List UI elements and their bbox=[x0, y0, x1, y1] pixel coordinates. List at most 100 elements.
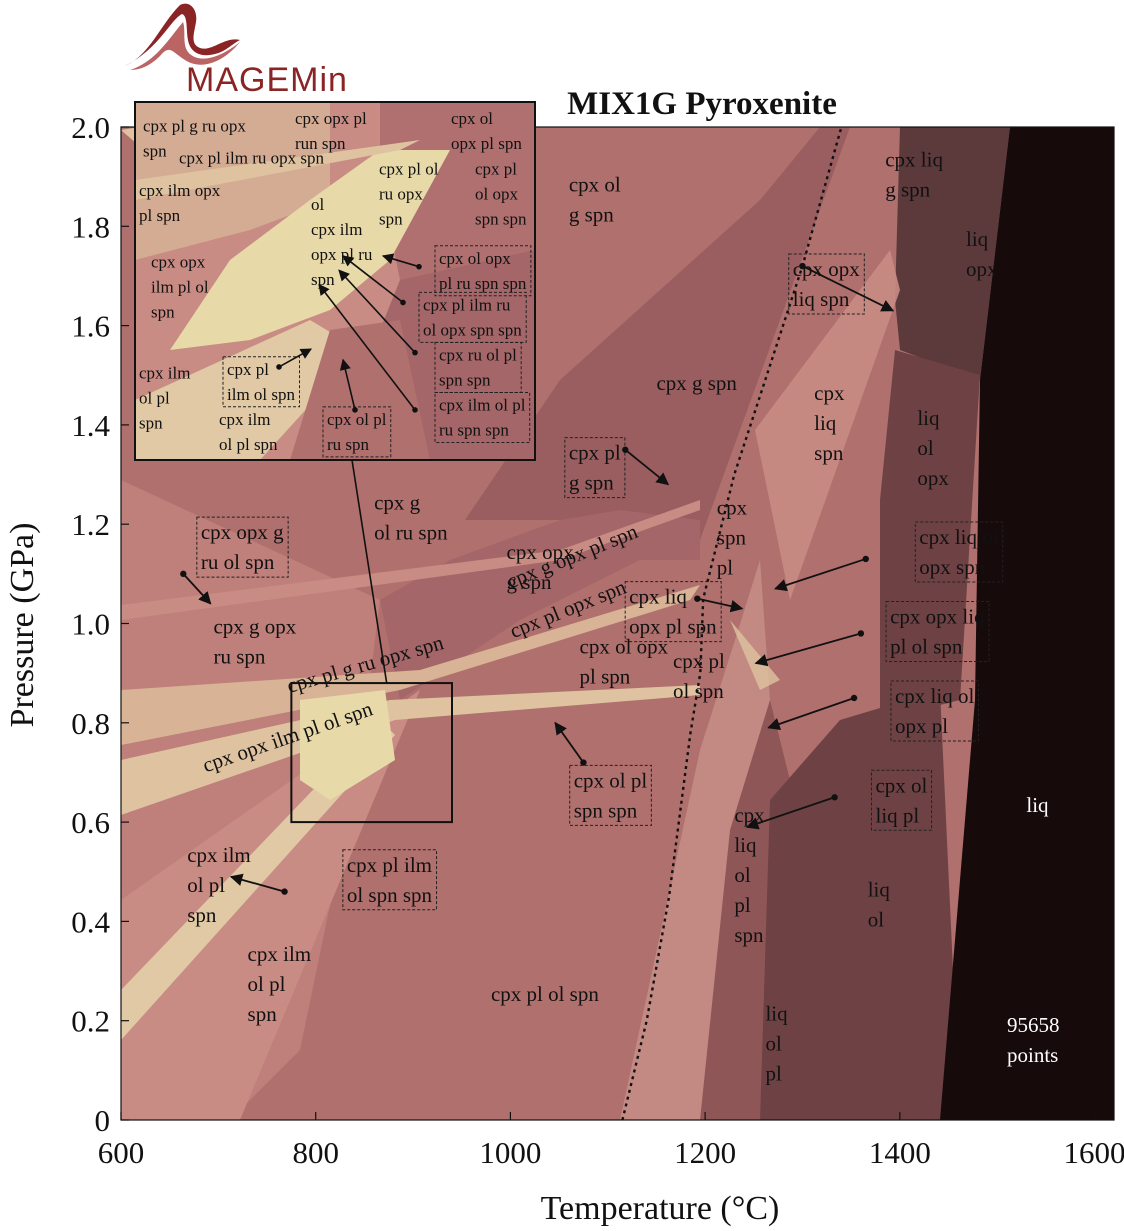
inset-arrows bbox=[276, 253, 422, 413]
label-line: pl ol spn bbox=[890, 635, 963, 659]
label-line: spn bbox=[143, 141, 167, 160]
magemin-logo: MAGEMin bbox=[125, 3, 347, 99]
field-label-cpx-pl-g-spn: cpx pl g spn bbox=[564, 437, 626, 499]
label-line: spn bbox=[151, 302, 175, 321]
label-line: cpx opx bbox=[507, 540, 575, 564]
x-tick-label: 1000 bbox=[479, 1135, 541, 1170]
label-line: cpx opx bbox=[151, 252, 206, 271]
region-liq-ol-opx bbox=[880, 350, 980, 720]
label-line: cpx ilm bbox=[187, 843, 251, 867]
x-axis-ticks: 600 800 1000 1200 1400 1600 bbox=[98, 1112, 1124, 1170]
field-label-cpx-pl-g-spn-text: cpx pl g spn bbox=[569, 441, 621, 495]
label-line: ol pl bbox=[139, 388, 170, 407]
label-line: cpx ilm bbox=[248, 942, 312, 966]
field-label-liq-ol: liq ol bbox=[868, 878, 891, 932]
inset-label-cpx-opx-ilm-pl-ol-spn: cpx opx ilm pl ol spn bbox=[151, 252, 209, 321]
label-line: spn bbox=[187, 903, 217, 927]
inset-label-cpx-pl-ilm-ru-ol-opx-spn-spn-text: cpx pl ilm ru ol opx spn spn bbox=[423, 295, 522, 339]
field-label-cpx-liq-ol-opx-spn-text: cpx liq ol opx spn bbox=[919, 525, 998, 579]
label-line: spn bbox=[248, 1002, 278, 1026]
label-arrows bbox=[180, 262, 895, 895]
x-tick-label: 1400 bbox=[869, 1135, 931, 1170]
label-line: liq bbox=[814, 411, 837, 435]
label-line: opx bbox=[917, 466, 949, 490]
label-line: ru spn spn bbox=[439, 421, 509, 440]
inset-pointer-arrow bbox=[381, 253, 420, 268]
field-label-cpx-opx-liq-pl-ol-spn-text: cpx opx liq pl ol spn bbox=[890, 605, 985, 659]
pointer-arrow bbox=[697, 597, 744, 613]
y-tick-label: 2.0 bbox=[71, 110, 110, 145]
inset-region-cream-main bbox=[170, 150, 450, 350]
inset-connector-line bbox=[351, 459, 388, 684]
inset-label-cpx-pl-ilm-ru-ol-opx-spn-spn: cpx pl ilm ru ol opx spn spn bbox=[418, 291, 527, 343]
label-line: cpx ilm bbox=[219, 410, 270, 429]
inset-label-cpx-pl-ol-opx-spn-spn: cpx pl ol opx spn spn bbox=[475, 159, 527, 228]
solidus-line bbox=[621, 126, 843, 1121]
label-line: spn bbox=[311, 270, 335, 289]
label-line: cpx pl ilm ru bbox=[423, 295, 511, 314]
x-axis-title: Temperature (°C) bbox=[541, 1190, 780, 1227]
region-liq-opx bbox=[895, 127, 1010, 380]
y-axis-ticks: 0 0.2 0.4 0.6 0.8 1.0 1.2 1.4 1.6 1.8 2.0 bbox=[71, 110, 129, 1138]
band-cpx-opx-ilm-pl-ol-spn bbox=[121, 685, 700, 815]
x-tick-label: 800 bbox=[292, 1135, 339, 1170]
field-label-cpx-ol-g-spn-text: cpx ol g spn bbox=[569, 173, 621, 227]
pointer-arrow bbox=[182, 573, 212, 605]
label-line: cpx ilm bbox=[139, 363, 190, 382]
label-line: cpx pl bbox=[475, 159, 517, 178]
label-line: cpx pl ol spn bbox=[491, 982, 599, 1006]
pointer-arrow bbox=[802, 265, 895, 312]
y-tick-label: 1.4 bbox=[71, 408, 110, 443]
field-label-cpx-liq-g-spn: cpx liq g spn bbox=[885, 148, 943, 202]
label-line: ol opx spn spn bbox=[423, 320, 522, 339]
label-line: liq bbox=[765, 1002, 788, 1026]
label-line: ru ol spn bbox=[201, 550, 275, 574]
label-line: ol bbox=[765, 1032, 782, 1056]
label-line: opx pl spn bbox=[451, 134, 522, 153]
field-label-cpx-liq-ol-opx-pl-box bbox=[890, 680, 979, 742]
label-line: cpx ol opx bbox=[580, 634, 669, 658]
pointer-arrow bbox=[229, 873, 285, 893]
label-line: cpx ol bbox=[875, 773, 927, 797]
x-tick-label: 1600 bbox=[1064, 1135, 1124, 1170]
points-count-label: 95658 points bbox=[1007, 1013, 1060, 1067]
label-line: cpx bbox=[814, 381, 845, 405]
inset-source-box bbox=[290, 682, 453, 824]
x-tick-label: 600 bbox=[98, 1135, 145, 1170]
field-label-cpx-g-ol-ru-spn: cpx g ol ru spn bbox=[374, 490, 448, 544]
label-line: opx pl ru bbox=[311, 245, 373, 264]
label-line: ilm pl ol bbox=[151, 277, 209, 296]
field-label-cpx-spn-pl-text: cpx spn pl bbox=[717, 495, 748, 579]
inset-label-cpx-ol-opx-pl-spn-text: cpx ol opx pl spn bbox=[451, 109, 522, 153]
field-label-cpx-liq-opx-pl-spn-box bbox=[624, 581, 722, 643]
label-line: ol pl bbox=[248, 972, 286, 996]
inset-label-cpx-ilm-opx-pl-spn: cpx ilm opx pl spn bbox=[139, 181, 221, 225]
label-line: pl bbox=[717, 555, 734, 579]
inset-label-cpx-ol-opx-pl-ru-spn-spn-box bbox=[434, 245, 532, 297]
label-line: liq bbox=[917, 406, 940, 430]
inset-pointer-arrow bbox=[338, 269, 416, 354]
band-cpx-pl-g-ru-opx-spn bbox=[121, 585, 700, 745]
inset-pointer-arrow bbox=[339, 358, 356, 411]
label-line: pl spn bbox=[139, 206, 181, 225]
label-line: cpx pl bbox=[227, 360, 269, 379]
field-label-cpx-liq-ol-opx-pl-text: cpx liq ol opx pl bbox=[895, 684, 974, 738]
field-label-cpx-pl-ilm-ol-spn-spn-text: cpx pl ilm ol spn spn bbox=[347, 853, 433, 907]
pointer-arrow bbox=[774, 558, 867, 592]
label-line: cpx pl ol bbox=[379, 159, 439, 178]
label-line: g spn bbox=[507, 570, 552, 594]
field-label-cpx-liq-opx-pl-spn: cpx liq opx pl spn bbox=[624, 581, 722, 643]
label-line: spn bbox=[379, 209, 403, 228]
label-line: cpx liq ol bbox=[895, 684, 974, 708]
label-line: pl bbox=[765, 1062, 782, 1086]
inset-label-cpx-ilm-opx-pl-spn-text: cpx ilm opx pl spn bbox=[139, 181, 221, 225]
inset-label-cpx-ol-opx-pl-ru-spn-spn: cpx ol opx pl ru spn spn bbox=[434, 245, 532, 297]
label-line: pl ru spn spn bbox=[439, 274, 527, 293]
field-label-cpx-liq-ol-pl-spn-text: cpx liq ol pl spn bbox=[734, 803, 765, 947]
y-tick-label: 1.6 bbox=[71, 309, 110, 344]
field-label-liq-ol-pl: liq ol pl bbox=[765, 1002, 788, 1086]
label-line: cpx ol opx bbox=[439, 249, 511, 268]
field-label-liq-ol-text: liq ol bbox=[868, 878, 891, 932]
